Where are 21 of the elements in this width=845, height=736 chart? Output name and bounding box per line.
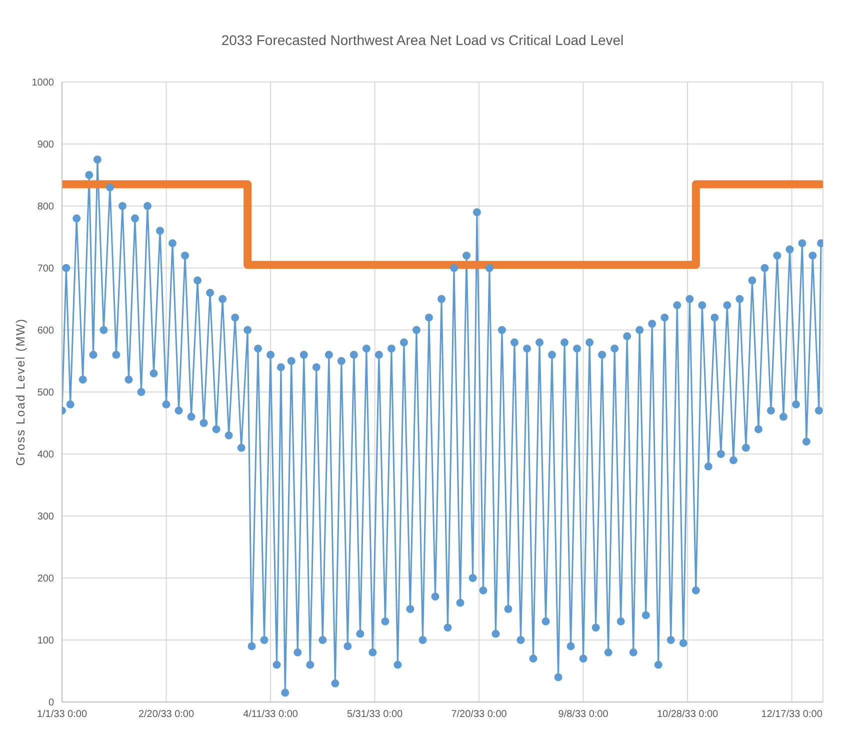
x-tick-label: 7/20/33 0:00 (451, 709, 508, 720)
y-tick-label: 500 (37, 388, 54, 399)
y-axis-title: Gross Load Level (MW) (13, 318, 28, 466)
x-tick-label: 2/20/33 0:00 (138, 709, 194, 720)
chart-title: 2033 Forecasted Northwest Area Net Load vs Critical Load Level (220, 31, 625, 50)
y-tick-label: 600 (37, 326, 54, 337)
x-tick-label: 5/31/33 0:00 (346, 709, 404, 720)
y-tick-label: 900 (37, 140, 54, 151)
y-tick-label: 100 (37, 636, 54, 647)
x-tick-label: 9/8/33 0:00 (558, 709, 609, 720)
x-tick-label: 12/17/33 0:00 (761, 709, 823, 720)
y-tick-label: 400 (37, 450, 54, 461)
x-tick-label: 4/11/33 0:00 (243, 709, 298, 720)
y-tick-label: 800 (37, 202, 54, 213)
x-tick-label: 10/28/33 0:00 (656, 709, 719, 720)
y-tick-label: 700 (37, 264, 54, 275)
y-tick-label: 300 (37, 512, 54, 523)
x-tick-label: 1/1/33 0:00 (36, 709, 88, 720)
y-tick-label: 0 (48, 698, 54, 709)
y-tick-label: 200 (37, 574, 54, 585)
y-tick-label: 1000 (32, 78, 54, 89)
